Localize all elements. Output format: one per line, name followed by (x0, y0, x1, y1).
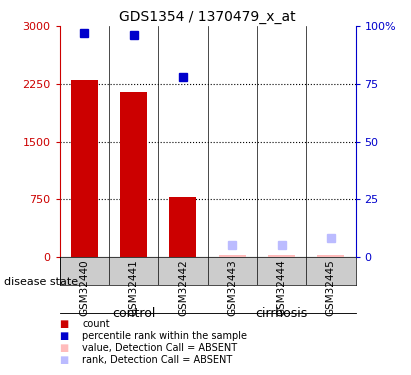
Bar (169, 197, 196, 257)
Text: GSM32445: GSM32445 (326, 259, 336, 316)
Text: value, Detection Call = ABSENT: value, Detection Call = ABSENT (82, 344, 237, 353)
Text: disease state: disease state (4, 277, 78, 287)
Text: GSM32443: GSM32443 (227, 259, 237, 316)
Text: percentile rank within the sample: percentile rank within the sample (82, 332, 247, 341)
Text: count: count (82, 320, 110, 329)
Text: ■: ■ (60, 320, 69, 329)
Text: ■: ■ (60, 332, 69, 341)
Text: GSM32440: GSM32440 (79, 259, 89, 316)
Text: cirrhosis: cirrhosis (255, 307, 308, 320)
Text: ■: ■ (60, 344, 69, 353)
Bar (71, 80, 98, 257)
Title: GDS1354 / 1370479_x_at: GDS1354 / 1370479_x_at (119, 10, 296, 24)
Bar (219, 255, 246, 257)
Text: GSM32442: GSM32442 (178, 259, 188, 316)
Text: GSM32444: GSM32444 (277, 259, 286, 316)
Bar (317, 255, 344, 257)
Bar (120, 92, 147, 257)
Text: control: control (112, 307, 155, 320)
Text: rank, Detection Call = ABSENT: rank, Detection Call = ABSENT (82, 356, 233, 365)
Text: GSM32441: GSM32441 (129, 259, 139, 316)
Text: ■: ■ (60, 356, 69, 365)
Bar (268, 255, 295, 257)
